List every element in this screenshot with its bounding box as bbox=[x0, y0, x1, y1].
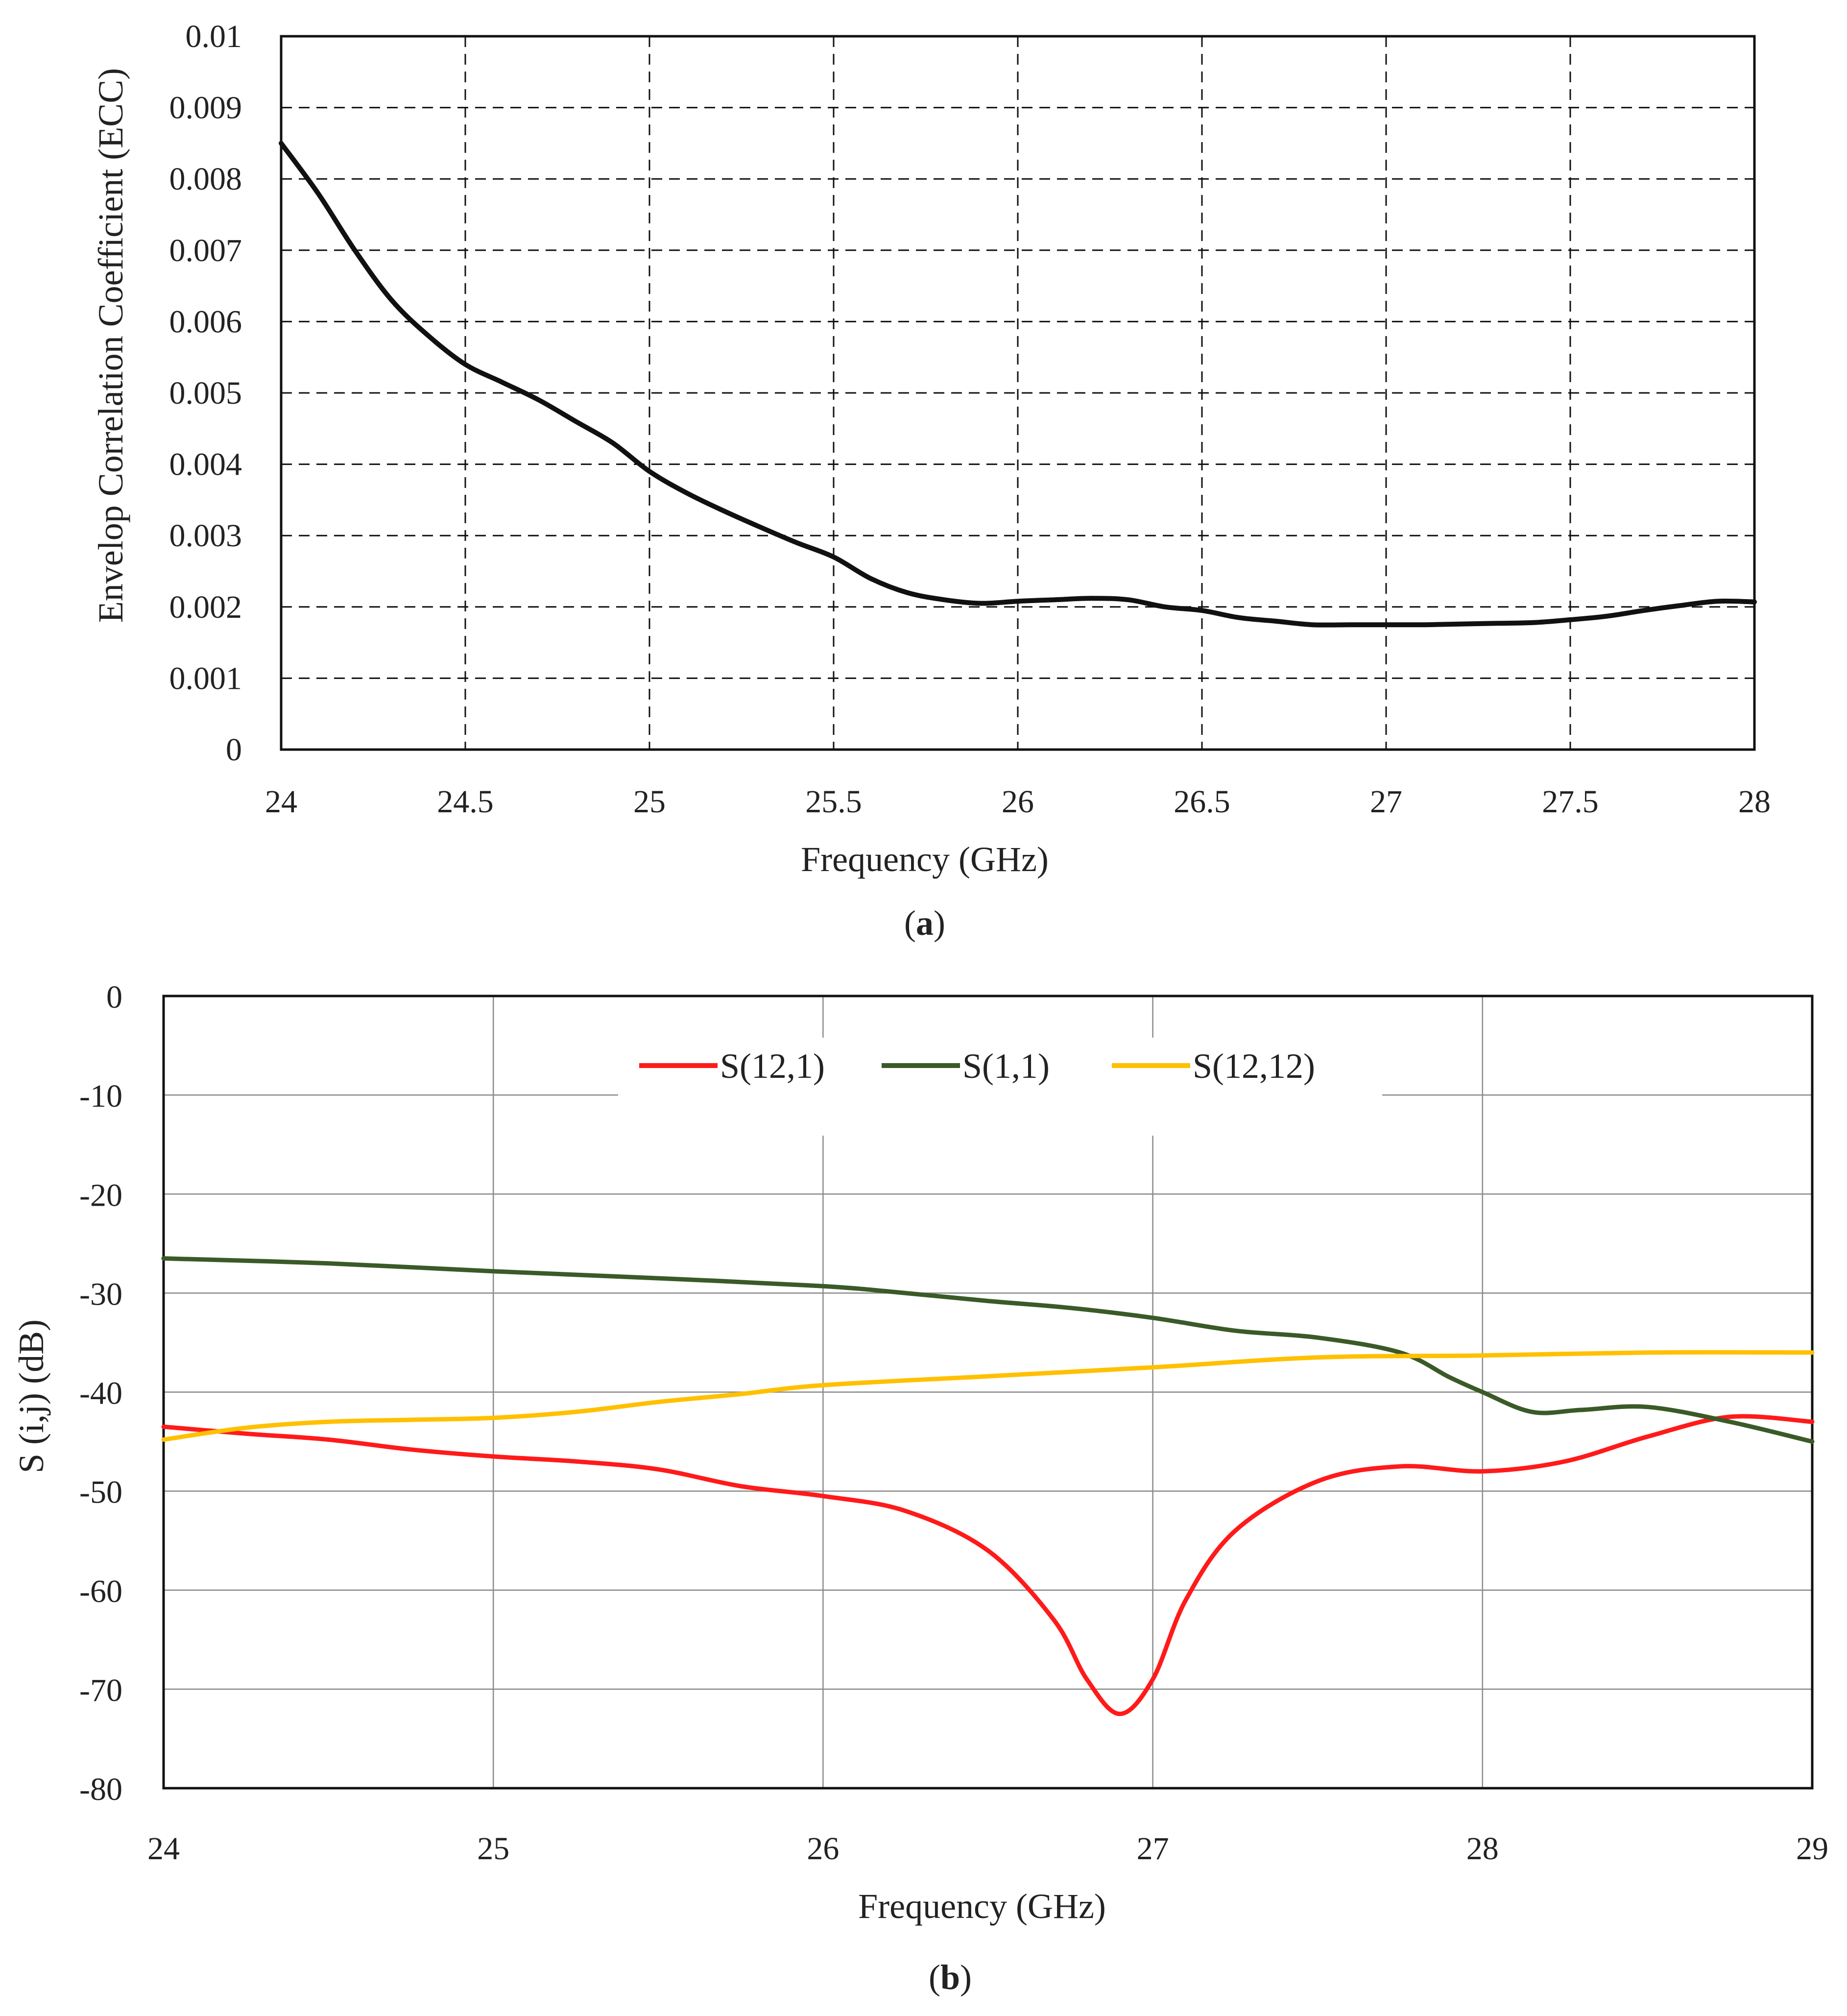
chart-a-plot-frame bbox=[280, 35, 1756, 751]
chart-a-x-tick-label: 24 bbox=[265, 784, 297, 820]
chart-a-y-tick-label: 0 bbox=[226, 732, 242, 768]
legend-label-s-12-12: S(12,12) bbox=[1193, 1046, 1315, 1086]
chart-a-y-tick-label: 0.009 bbox=[169, 90, 242, 126]
chart-b-caption-label: b bbox=[940, 1958, 960, 1997]
chart-b-y-axis-title: S (i,j) (dB) bbox=[12, 1319, 51, 1473]
chart-a-grid bbox=[281, 36, 1754, 750]
chart-a-series-ecc-line bbox=[279, 141, 1757, 628]
chart-a-x-tick-label: 28 bbox=[1738, 784, 1771, 820]
chart-b-plot-frame bbox=[162, 995, 1814, 1790]
chart-b-y-tick-label: -20 bbox=[79, 1177, 122, 1213]
chart-a-x-tick-labels: 24 24.5 25 25.5 26 26.5 27 27.5 28 bbox=[265, 784, 1771, 820]
chart-b-y-tick-label: -60 bbox=[79, 1574, 122, 1609]
chart-a-y-tick-label: 0.003 bbox=[169, 518, 242, 554]
chart-b-y-tick-label: -10 bbox=[79, 1078, 122, 1114]
chart-b-y-tick-label: -30 bbox=[79, 1276, 122, 1312]
chart-a-x-tick-label: 26 bbox=[1002, 784, 1034, 820]
chart-b-series-s-12-12-line bbox=[161, 1350, 1815, 1442]
chart-a-x-axis-title: Frequency (GHz) bbox=[801, 840, 1049, 879]
chart-a-x-tick-label: 25.5 bbox=[805, 784, 862, 820]
chart-b-x-tick-label: 27 bbox=[1137, 1831, 1169, 1867]
chart-b-series-group bbox=[161, 1256, 1815, 1716]
chart-a-y-axis-title: Envelop Correlation Coefficient (ECC) bbox=[91, 68, 130, 623]
chart-b-y-tick-label: -40 bbox=[79, 1376, 122, 1411]
chart-b-series-s-12-1-line bbox=[161, 1414, 1815, 1716]
chart-a-x-tick-label: 27 bbox=[1370, 784, 1402, 820]
chart-a-y-tick-label: 0.001 bbox=[169, 660, 242, 696]
chart-a-x-tick-label: 27.5 bbox=[1542, 784, 1599, 820]
chart-b-x-tick-label: 28 bbox=[1466, 1831, 1499, 1867]
chart-a-y-tick-label: 0.005 bbox=[169, 375, 242, 411]
chart-b-caption: (b) bbox=[929, 1958, 972, 1997]
chart-a-x-tick-label: 24.5 bbox=[437, 784, 494, 820]
chart-b-x-tick-label: 24 bbox=[147, 1831, 180, 1867]
chart-a-y-tick-labels: 0 0.001 0.002 0.003 0.004 0.005 0.006 0.007 0.00… bbox=[169, 19, 242, 768]
chart-a-y-tick-label: 0.008 bbox=[169, 161, 242, 197]
chart-b-x-axis-title: Frequency (GHz) bbox=[858, 1887, 1106, 1926]
chart-a-y-tick-label: 0.01 bbox=[186, 19, 242, 54]
chart-b-sparams: S(12,1) S(1,1) S(12,12) 24 25 26 27 28 29 0 -10 -… bbox=[12, 979, 1828, 1997]
chart-a-y-tick-label: 0.002 bbox=[169, 589, 242, 625]
chart-a-ecc: 24 24.5 25 25.5 26 26.5 27 27.5 28 0 0.001 0.002 0.… bbox=[91, 19, 1771, 943]
chart-b-y-tick-label: -50 bbox=[79, 1475, 122, 1510]
chart-b-x-tick-label: 29 bbox=[1796, 1831, 1828, 1867]
chart-b-x-tick-labels: 24 25 26 27 28 29 bbox=[147, 1831, 1828, 1867]
chart-a-x-tick-label: 26.5 bbox=[1174, 784, 1230, 820]
legend-label-s-12-1: S(12,1) bbox=[720, 1046, 825, 1086]
chart-a-series-group bbox=[279, 141, 1757, 628]
chart-a-y-tick-label: 0.007 bbox=[169, 233, 242, 268]
chart-a-caption-label: a bbox=[916, 903, 934, 943]
chart-a-caption: (a) bbox=[904, 903, 945, 943]
chart-a-y-tick-label: 0.006 bbox=[169, 304, 242, 340]
legend-label-s-1-1: S(1,1) bbox=[962, 1046, 1050, 1086]
chart-b-x-tick-label: 26 bbox=[807, 1831, 839, 1867]
chart-b-legend: S(12,1) S(1,1) S(12,12) bbox=[618, 1038, 1382, 1136]
chart-a-x-tick-label: 25 bbox=[633, 784, 666, 820]
chart-b-y-tick-label: -70 bbox=[79, 1673, 122, 1708]
chart-b-y-tick-label: -80 bbox=[79, 1772, 122, 1807]
chart-b-series-s-1-1-line bbox=[161, 1256, 1815, 1444]
legend-background bbox=[618, 1038, 1382, 1136]
chart-a-y-tick-label: 0.004 bbox=[169, 447, 242, 483]
chart-b-y-tick-labels: 0 -10 -20 -30 -40 -50 -60 -70 -80 bbox=[79, 979, 122, 1807]
chart-b-y-tick-label: 0 bbox=[106, 979, 122, 1015]
chart-b-grid bbox=[164, 996, 1812, 1788]
chart-b-x-tick-label: 25 bbox=[477, 1831, 509, 1867]
